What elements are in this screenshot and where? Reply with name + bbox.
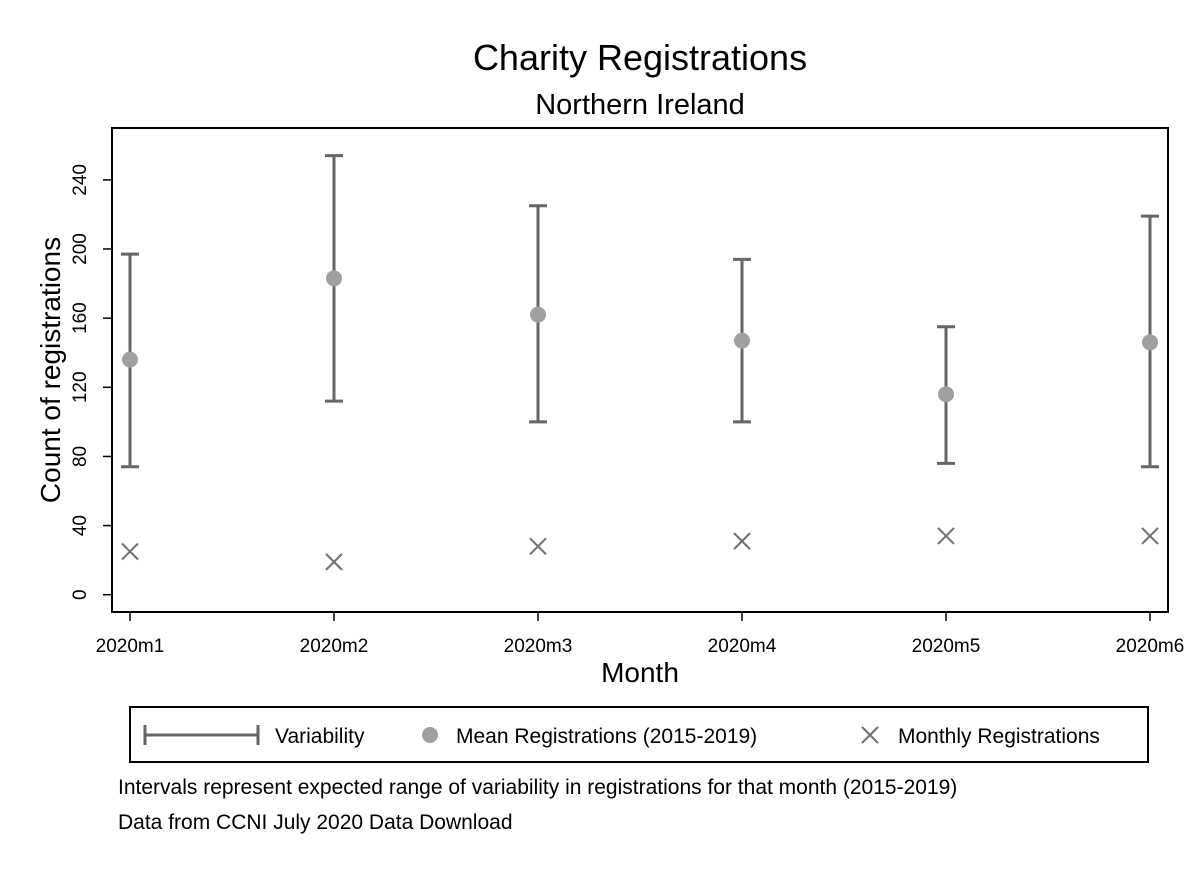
monthly-point bbox=[121, 542, 139, 561]
y-tick-label: 0 bbox=[70, 589, 91, 600]
y-axis-title: Count of registrations bbox=[35, 237, 66, 503]
chart-subtitle: Northern Ireland bbox=[535, 89, 745, 121]
legend-variability-swatch bbox=[143, 725, 260, 745]
mean-point bbox=[734, 332, 750, 349]
monthly-point bbox=[937, 527, 955, 545]
x-axis: 2020m1 2020m2 2020m3 2020m4 2020m5 2020m6 bbox=[96, 611, 1185, 657]
legend-mean-swatch bbox=[422, 727, 438, 743]
mean-point bbox=[1142, 334, 1158, 351]
y-tick-label: 160 bbox=[70, 302, 91, 334]
y-tick-label: 200 bbox=[70, 233, 91, 265]
y-tick-label: 80 bbox=[70, 446, 91, 467]
monthly-x-stroke bbox=[529, 537, 547, 556]
monthly-x-stroke bbox=[733, 532, 751, 550]
mean-point bbox=[530, 306, 546, 323]
footnote-variability: Intervals represent expected range of va… bbox=[118, 776, 958, 799]
data-marks bbox=[121, 154, 1159, 571]
legend: Variability Mean Registrations (2015-201… bbox=[129, 706, 1149, 763]
monthly-x-stroke bbox=[325, 553, 343, 571]
monthly-point bbox=[325, 553, 343, 571]
mean-point bbox=[326, 270, 342, 287]
legend-mean-label: Mean Registrations (2015-2019) bbox=[456, 725, 757, 748]
mean-point bbox=[122, 351, 138, 368]
monthly-x-stroke bbox=[121, 542, 139, 561]
x-axis-title: Month bbox=[601, 657, 679, 688]
monthly-point bbox=[733, 532, 751, 550]
footnote-source: Data from CCNI July 2020 Data Download bbox=[118, 811, 513, 834]
monthly-x-stroke bbox=[937, 527, 955, 545]
legend-monthly-label: Monthly Registrations bbox=[898, 725, 1100, 748]
plot-area-frame bbox=[111, 127, 1169, 613]
legend-monthly-swatch bbox=[861, 726, 879, 744]
legend-variability-label: Variability bbox=[275, 725, 365, 748]
monthly-x-stroke bbox=[1141, 527, 1159, 545]
chart-title: Charity Registrations bbox=[473, 37, 807, 78]
y-axis: 0 40 80 120 160 200 240 bbox=[70, 164, 112, 600]
y-tick-label: 40 bbox=[70, 515, 91, 536]
legend-frame bbox=[129, 706, 1149, 763]
x-tick-label: 2020m1 bbox=[96, 636, 165, 657]
x-tick-label: 2020m6 bbox=[1116, 636, 1185, 657]
x-tick-label: 2020m2 bbox=[300, 636, 369, 657]
y-tick-label: 240 bbox=[70, 164, 91, 196]
x-tick-label: 2020m5 bbox=[912, 636, 981, 657]
monthly-point bbox=[529, 537, 547, 556]
x-tick-label: 2020m4 bbox=[708, 636, 777, 657]
y-tick-label: 120 bbox=[70, 371, 91, 403]
monthly-point bbox=[1141, 527, 1159, 545]
x-tick-label: 2020m3 bbox=[504, 636, 573, 657]
mean-point bbox=[938, 386, 954, 403]
